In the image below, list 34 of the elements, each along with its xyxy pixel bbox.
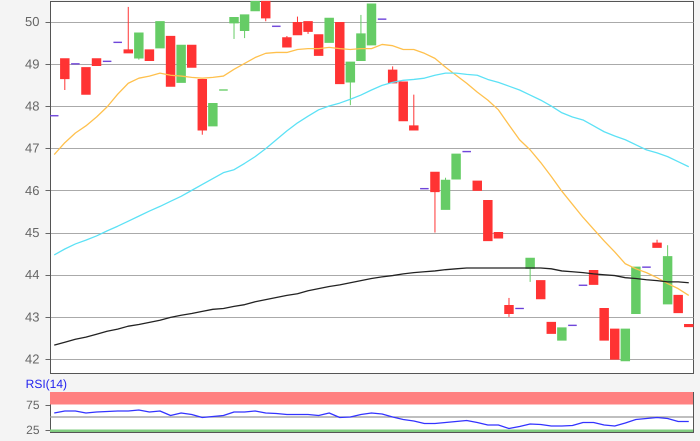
- y-tick-label: 47: [25, 140, 40, 156]
- y-tick-label: 43: [25, 309, 40, 324]
- candlestick: [536, 280, 546, 300]
- candlestick: [186, 44, 196, 68]
- y-tick-label: 48: [25, 98, 40, 114]
- y-tick-label: 45: [25, 225, 40, 240]
- y-tick-label: 50: [25, 14, 40, 30]
- y-tick-label: 25: [26, 423, 40, 437]
- candlestick: [673, 294, 683, 314]
- candlestick: [546, 322, 556, 334]
- candlestick: [430, 172, 440, 234]
- line-series: [54, 409, 690, 430]
- y-tick-label: 75: [26, 398, 40, 412]
- line-series: [54, 44, 690, 296]
- chart-title: RSI(14): [26, 377, 67, 391]
- y-tick-label: 44: [25, 267, 40, 282]
- candlestick: [261, 0, 270, 22]
- candlestick: [525, 258, 535, 282]
- candlestick: [282, 36, 292, 48]
- candlestick: [588, 270, 598, 285]
- candlestick: [346, 62, 356, 106]
- y-tick-label: 49: [25, 56, 40, 72]
- candlestick: [409, 94, 419, 131]
- candlestick: [557, 327, 567, 341]
- candlestick: [60, 58, 70, 90]
- candlestick: [314, 34, 324, 56]
- candlestick: [124, 6, 133, 54]
- candlestick: [472, 180, 482, 191]
- candlestick: [504, 297, 514, 318]
- candlestick: [144, 49, 154, 61]
- y-tick-label: 46: [25, 182, 40, 198]
- candlestick: [208, 102, 218, 126]
- candlestick: [250, 0, 260, 12]
- y-tick-label: 42: [25, 352, 40, 367]
